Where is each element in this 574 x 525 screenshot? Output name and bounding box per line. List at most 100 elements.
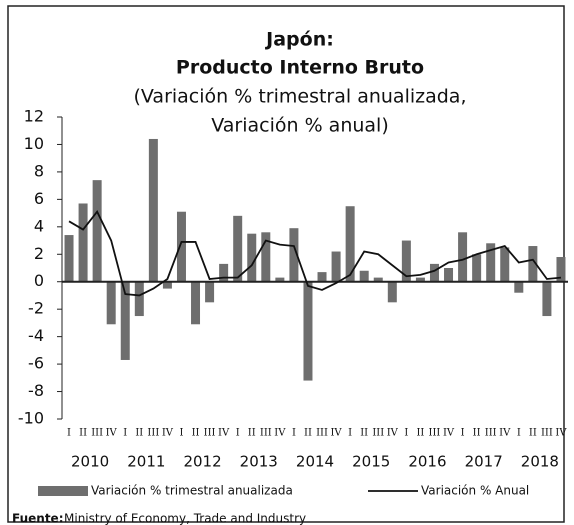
chart-subtitle: (Variación % trimestral anualizada, xyxy=(134,86,467,108)
bar xyxy=(78,203,88,282)
bar xyxy=(429,263,439,282)
bar xyxy=(106,281,116,325)
bar xyxy=(458,232,468,282)
x-tick-label: IV xyxy=(499,428,511,439)
chart-title: Japón: xyxy=(264,29,334,51)
bar xyxy=(486,243,496,282)
x-tick-label: IV xyxy=(218,428,230,439)
x-tick-label: I xyxy=(67,428,71,439)
bar xyxy=(120,281,130,360)
x-tick-label: III xyxy=(204,428,216,439)
bar xyxy=(345,206,355,282)
x-tick-label: II xyxy=(473,428,481,439)
x-tick-label: I xyxy=(517,428,521,439)
x-tick-label: IV xyxy=(274,428,286,439)
x-tick-label: II xyxy=(248,428,256,439)
x-tick-label: IV xyxy=(330,428,342,439)
bar xyxy=(500,247,510,282)
x-tick-label: II xyxy=(416,428,424,439)
bar xyxy=(219,263,229,282)
bar xyxy=(444,268,454,282)
x-tick-label: IV xyxy=(106,428,118,439)
line xyxy=(68,210,562,297)
bar xyxy=(542,281,552,317)
y-tick-label: -6 xyxy=(28,354,44,373)
year-label: 2016 xyxy=(408,453,446,471)
y-tick-label: 2 xyxy=(34,244,44,263)
year-label: 2012 xyxy=(183,453,221,471)
year-label: 2013 xyxy=(240,453,278,471)
y-tick-label: -10 xyxy=(18,409,44,428)
x-tick-label: II xyxy=(529,428,537,439)
bar xyxy=(289,228,299,282)
x-tick-label: II xyxy=(79,428,87,439)
year-label: 2017 xyxy=(465,453,503,471)
y-tick-label: -4 xyxy=(28,326,44,345)
year-label: 2011 xyxy=(127,453,165,471)
bar xyxy=(233,215,243,282)
year-label: 2015 xyxy=(352,453,390,471)
legend-swatch xyxy=(38,486,88,496)
y-tick-label: 6 xyxy=(34,189,44,208)
bar xyxy=(92,180,102,282)
y-tick-label: -8 xyxy=(28,381,44,400)
bar xyxy=(415,277,425,282)
x-tick-label: I xyxy=(179,428,183,439)
legend-label: Variación % Anual xyxy=(421,484,529,498)
x-tick-label: III xyxy=(260,428,272,439)
bar xyxy=(359,270,369,282)
bar xyxy=(64,235,74,282)
x-tick-label: I xyxy=(461,428,465,439)
bar xyxy=(387,281,397,303)
bar xyxy=(162,281,172,289)
y-tick-label: 10 xyxy=(24,134,44,153)
source: Ministry of Economy, Trade and Industry xyxy=(64,512,306,525)
x-tick-label: I xyxy=(236,428,240,439)
x-tick-label: IV xyxy=(387,428,399,439)
x-tick-label: I xyxy=(123,428,127,439)
source-label: Fuente: xyxy=(12,512,64,525)
bar xyxy=(275,277,285,282)
bar xyxy=(247,233,257,282)
x-tick-label: I xyxy=(348,428,352,439)
x-tick-label: II xyxy=(192,428,200,439)
y-tick-label: -2 xyxy=(28,299,44,318)
bar xyxy=(176,211,186,282)
chart-subtitle: Variación % anual) xyxy=(211,115,389,137)
bar xyxy=(401,240,411,282)
x-tick-label: III xyxy=(147,428,159,439)
bar xyxy=(373,277,383,282)
x-tick-label: III xyxy=(316,428,328,439)
x-tick-label: III xyxy=(541,428,553,439)
x-tick-label: II xyxy=(304,428,312,439)
x-tick-label: IV xyxy=(443,428,455,439)
legend-label: Variación % trimestral anualizada xyxy=(91,484,293,498)
bar xyxy=(134,281,144,317)
chart-title: Producto Interno Bruto xyxy=(176,57,424,79)
x-tick-label: III xyxy=(485,428,497,439)
bar xyxy=(148,138,158,282)
bar xyxy=(303,281,313,381)
x-tick-label: IV xyxy=(555,428,567,439)
x-tick-label: IV xyxy=(162,428,174,439)
x-tick-label: III xyxy=(91,428,103,439)
x-tick-label: I xyxy=(292,428,296,439)
y-tick-label: 12 xyxy=(24,107,44,126)
bar xyxy=(528,246,538,282)
bar xyxy=(205,281,215,303)
bar xyxy=(514,281,524,293)
x-tick-label: II xyxy=(360,428,368,439)
x-tick-label: II xyxy=(135,428,143,439)
bar xyxy=(317,272,327,282)
y-tick-label: 0 xyxy=(34,271,44,290)
bar xyxy=(472,254,482,282)
x-tick-label: I xyxy=(404,428,408,439)
year-label: 2018 xyxy=(521,453,559,471)
bar xyxy=(556,257,566,282)
bar xyxy=(261,232,271,282)
year-label: 2014 xyxy=(296,453,334,471)
x-tick-label: III xyxy=(372,428,384,439)
year-label: 2010 xyxy=(71,453,109,471)
y-tick-label: 8 xyxy=(34,161,44,180)
